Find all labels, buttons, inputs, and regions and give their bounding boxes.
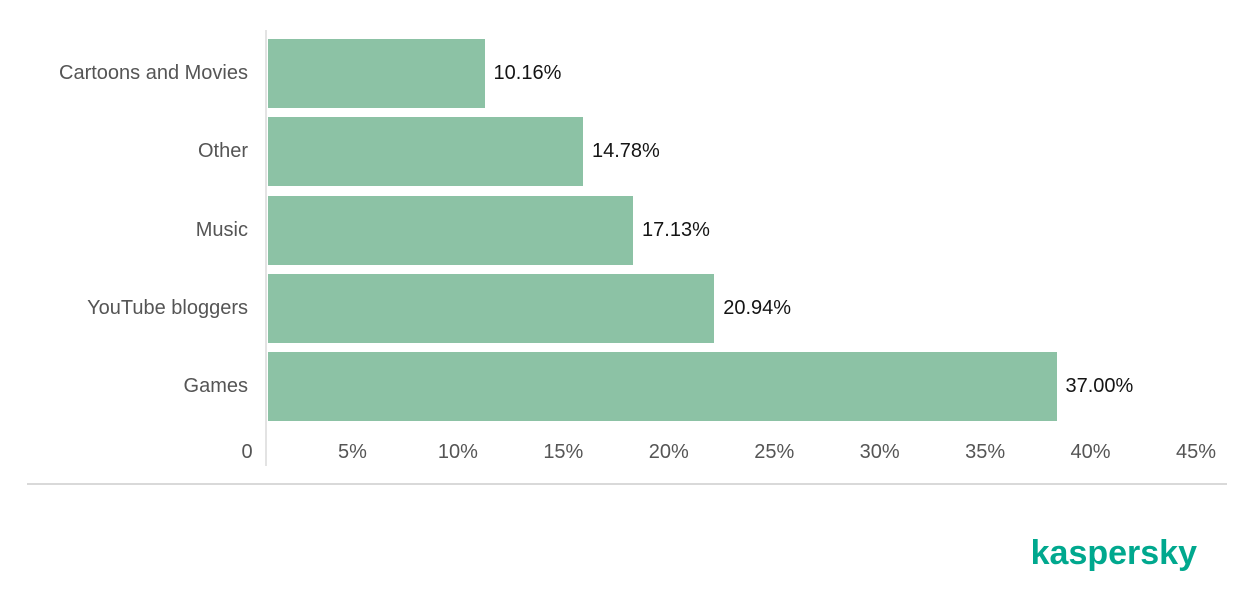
x-tick: 20% — [648, 441, 689, 463]
value-label: 10.16% — [493, 62, 562, 84]
value-label: 14.78% — [591, 140, 660, 162]
x-tick: 30% — [859, 441, 900, 463]
bar — [268, 274, 715, 343]
x-tick: 40% — [1070, 441, 1111, 463]
value-label: 17.13% — [642, 219, 710, 241]
separator-line — [27, 483, 1227, 485]
bar — [268, 196, 634, 265]
bar-row: Games 37.00% — [0, 352, 1252, 421]
bar — [268, 352, 1057, 421]
bar-row: Cartoons and Movies 10.16% — [0, 39, 1252, 108]
bar-row: YouTube bloggers 20.94% — [0, 274, 1252, 343]
category-label: Other — [197, 140, 248, 162]
category-label: Cartoons and Movies — [59, 62, 248, 84]
bar-row: Music 17.13% — [0, 196, 1252, 265]
value-label: 20.94% — [723, 297, 792, 319]
x-tick: 0 — [241, 441, 253, 463]
bar — [268, 117, 583, 186]
category-label: Games — [183, 375, 248, 397]
x-tick: 15% — [543, 441, 584, 463]
category-label: YouTube bloggers — [87, 297, 248, 319]
x-axis: 0 5% 10% 15% 20% 25% 30% 35% 40% 45% — [241, 438, 1216, 466]
x-tick: 35% — [965, 441, 1006, 463]
value-label: 37.00% — [1065, 375, 1134, 397]
category-label: Music — [195, 219, 248, 241]
x-tick: 10% — [437, 441, 478, 463]
kaspersky-logo: kaspersky — [1030, 534, 1197, 572]
x-tick: 5% — [337, 441, 367, 463]
bar-row: Other 14.78% — [0, 117, 1252, 186]
y-axis-line — [265, 30, 267, 466]
bar — [268, 39, 485, 108]
x-tick: 25% — [754, 441, 795, 463]
x-tick: 45% — [1175, 441, 1217, 463]
